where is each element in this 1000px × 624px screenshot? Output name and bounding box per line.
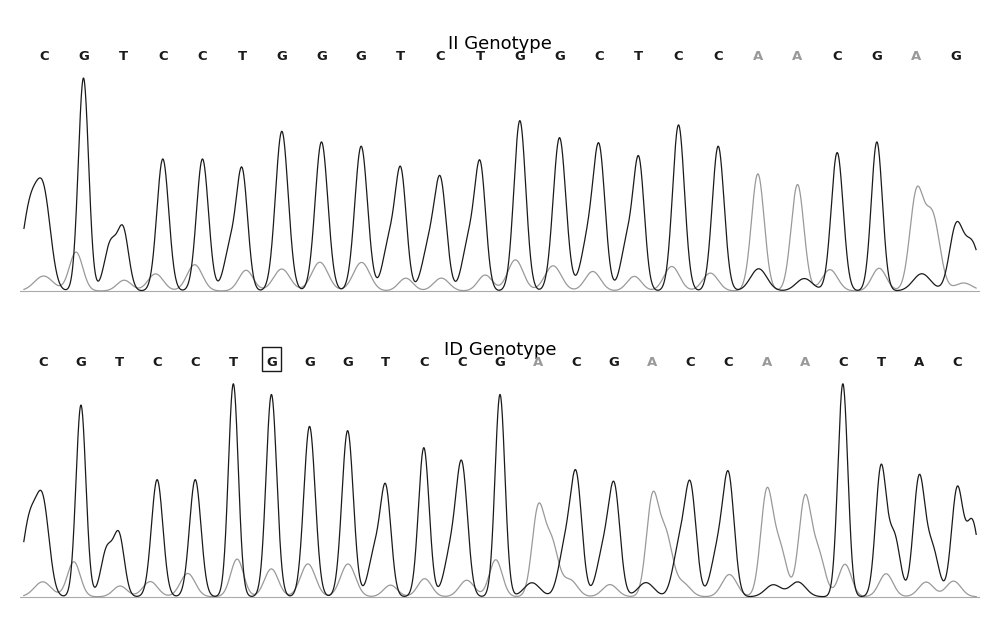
Text: C: C bbox=[190, 356, 200, 369]
Text: C: C bbox=[457, 356, 467, 369]
Text: T: T bbox=[476, 50, 485, 63]
Text: A: A bbox=[647, 356, 658, 369]
Text: G: G bbox=[78, 50, 89, 63]
Text: C: C bbox=[152, 356, 162, 369]
Text: G: G bbox=[609, 356, 620, 369]
Text: A: A bbox=[911, 50, 922, 63]
Text: C: C bbox=[419, 356, 429, 369]
Text: C: C bbox=[832, 50, 842, 63]
Text: C: C bbox=[38, 356, 48, 369]
Text: G: G bbox=[76, 356, 86, 369]
Text: G: G bbox=[554, 50, 565, 63]
Text: C: C bbox=[436, 50, 445, 63]
Text: C: C bbox=[198, 50, 207, 63]
Text: A: A bbox=[533, 356, 543, 369]
Text: T: T bbox=[238, 50, 247, 63]
Text: C: C bbox=[952, 356, 962, 369]
Text: T: T bbox=[119, 50, 128, 63]
Text: C: C bbox=[158, 50, 168, 63]
Bar bbox=[262, 346, 281, 371]
Text: G: G bbox=[266, 356, 277, 369]
Text: C: C bbox=[674, 50, 683, 63]
Text: C: C bbox=[39, 50, 49, 63]
Text: G: G bbox=[304, 356, 315, 369]
Text: A: A bbox=[800, 356, 810, 369]
Text: G: G bbox=[514, 50, 525, 63]
Text: G: G bbox=[316, 50, 327, 63]
Text: A: A bbox=[914, 356, 924, 369]
Text: G: G bbox=[951, 50, 962, 63]
Text: II Genotype: II Genotype bbox=[448, 36, 552, 54]
Text: T: T bbox=[114, 356, 124, 369]
Text: C: C bbox=[594, 50, 604, 63]
Text: A: A bbox=[792, 50, 803, 63]
Text: G: G bbox=[871, 50, 882, 63]
Text: C: C bbox=[838, 356, 848, 369]
Text: C: C bbox=[724, 356, 733, 369]
Text: G: G bbox=[495, 356, 505, 369]
Text: T: T bbox=[381, 356, 390, 369]
Text: T: T bbox=[634, 50, 643, 63]
Text: T: T bbox=[229, 356, 238, 369]
Text: T: T bbox=[876, 356, 886, 369]
Text: A: A bbox=[762, 356, 772, 369]
Text: A: A bbox=[753, 50, 763, 63]
Text: C: C bbox=[686, 356, 695, 369]
Text: G: G bbox=[356, 50, 367, 63]
Text: C: C bbox=[713, 50, 723, 63]
Text: C: C bbox=[571, 356, 581, 369]
Text: T: T bbox=[396, 50, 405, 63]
Text: G: G bbox=[276, 50, 287, 63]
Text: ID Genotype: ID Genotype bbox=[444, 341, 556, 359]
Text: G: G bbox=[342, 356, 353, 369]
